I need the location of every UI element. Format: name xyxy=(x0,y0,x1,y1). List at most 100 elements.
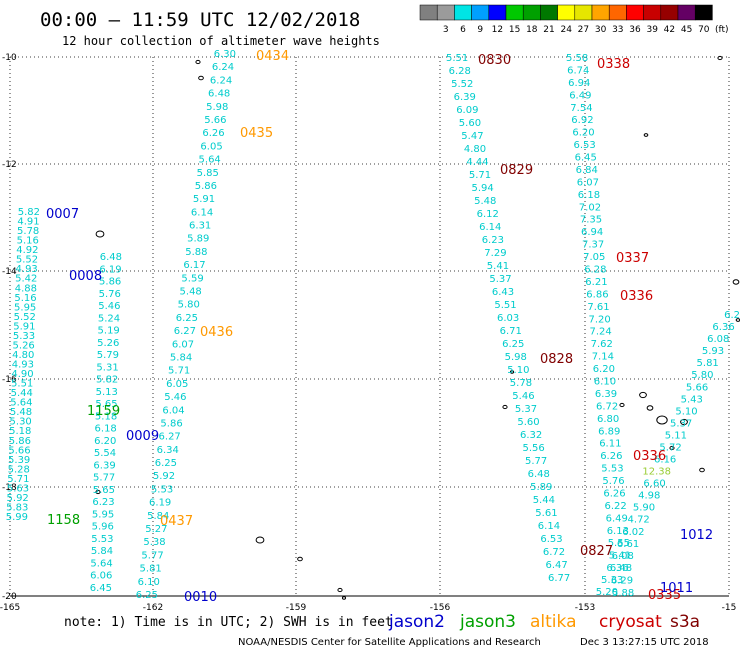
wave-height-value: 5.93 xyxy=(702,346,724,357)
pass-time-label: 1158 xyxy=(47,513,80,528)
wave-height-value: 6.13 xyxy=(607,526,629,537)
wave-height-value: 5.76 xyxy=(99,289,121,300)
wave-height-value: 5.33 xyxy=(13,331,35,342)
island-outline xyxy=(643,133,649,137)
wave-height-value: 5.39 xyxy=(8,455,30,466)
wave-height-value: 5.48 xyxy=(10,407,32,418)
legend-label: 18 xyxy=(526,25,538,35)
island-outline xyxy=(699,467,705,473)
island-outline xyxy=(509,370,515,374)
wave-height-value: 5.54 xyxy=(94,448,116,459)
legend-label: 15 xyxy=(509,25,520,35)
wave-height-value: 5.56 xyxy=(523,443,545,454)
wave-height-value: 6.53 xyxy=(574,140,596,151)
wave-height-legend: 3 6 9 12 15 18 21 24 27 30 33 36 39 42 45 70 (ft) xyxy=(419,4,729,35)
wave-height-value: 7.62 xyxy=(591,339,613,350)
wave-height-value: 5.44 xyxy=(533,495,555,506)
wave-height-value: 6.43 xyxy=(492,287,514,298)
wave-height-value: 6.29 xyxy=(611,576,633,587)
satellite-legend-altika: altika xyxy=(530,612,577,632)
wave-height-value: 5.38 xyxy=(143,537,165,548)
wave-height-value: 6.14 xyxy=(479,222,501,233)
wave-height-value: 6.94 xyxy=(568,78,590,89)
wave-height-value: 5.71 xyxy=(7,474,29,485)
wave-height-value: 5.86 xyxy=(195,181,217,192)
wave-height-value: 6.2 xyxy=(724,310,740,321)
legend-swatch xyxy=(522,4,541,21)
island-outline xyxy=(717,55,723,61)
pass-time-label: 0435 xyxy=(240,126,273,141)
wave-height-value: 5.96 xyxy=(92,522,114,533)
island-outline xyxy=(255,536,265,544)
wave-height-value: 5.71 xyxy=(168,366,190,377)
wave-height-value: 5.46 xyxy=(164,392,186,403)
wave-height-value: 6.27 xyxy=(159,432,181,443)
wave-height-value: 5.91 xyxy=(13,321,35,332)
wave-height-value: 6.61 xyxy=(617,539,639,550)
wave-height-value: 5.37 xyxy=(670,418,692,429)
satellite-legend-jason3: jason3 xyxy=(459,612,516,632)
legend-label: 21 xyxy=(543,25,554,35)
pass-time-label: 0437 xyxy=(160,514,193,529)
wave-height-value: 5.58 xyxy=(566,53,588,64)
wave-height-value: 5.76 xyxy=(602,476,624,487)
map-subtitle: 12 hour collection of altimeter wave hei… xyxy=(62,34,380,48)
wave-height-value: 6.80 xyxy=(597,414,619,425)
lat-label: -16 xyxy=(2,375,17,385)
wave-height-value: 6.27 xyxy=(174,326,196,337)
legend-label: 12 xyxy=(492,25,503,35)
pass-time-label: 0009 xyxy=(126,429,159,444)
wave-height-value: 5.90 xyxy=(633,503,655,514)
wave-height-value: 5.99 xyxy=(6,512,28,523)
wave-height-value: 6.25 xyxy=(136,590,158,601)
wave-height-value: 6.72 xyxy=(596,401,618,412)
wave-height-value: 4.92 xyxy=(16,245,38,256)
wave-height-value: 5.94 xyxy=(472,183,494,194)
wave-height-value: 5.92 xyxy=(7,493,29,504)
lat-label: -10 xyxy=(2,53,17,63)
wave-height-value: 4.80 xyxy=(12,350,34,361)
wave-height-value: 6.72 xyxy=(543,547,565,558)
wave-height-value: 5.52 xyxy=(16,255,38,266)
wave-height-value: 6.20 xyxy=(593,364,615,375)
wave-height-value: 6.71 xyxy=(500,326,522,337)
island-outline xyxy=(195,59,201,65)
legend-label: 27 xyxy=(578,25,589,35)
wave-height-value: 5.53 xyxy=(601,464,623,475)
wave-height-value: 5.80 xyxy=(691,370,713,381)
island-outline xyxy=(646,405,654,411)
wave-height-value: 5.82 xyxy=(96,375,118,386)
wave-height-value: 5.37 xyxy=(489,274,511,285)
wave-height-value: 5.63 xyxy=(7,483,29,494)
wave-height-value: 5.28 xyxy=(8,464,30,475)
pass-time-label: 0336 xyxy=(633,449,666,464)
pass-time-label: 1011 xyxy=(660,581,693,596)
wave-height-value: 5.92 xyxy=(153,471,175,482)
legend-swatch xyxy=(660,4,679,21)
legend-swatch xyxy=(505,4,524,21)
wave-height-value: 6.30 xyxy=(214,49,236,60)
wave-height-value: 5.77 xyxy=(141,550,163,561)
wave-height-value: 5.30 xyxy=(10,417,32,428)
lat-label: -14 xyxy=(2,267,17,277)
lat-lon-grid xyxy=(9,56,730,597)
legend-swatch xyxy=(540,4,558,21)
legend-label: 36 xyxy=(629,25,641,35)
wave-height-value: 6.48 xyxy=(208,89,230,100)
satellite-legend-cryosat: cryosat xyxy=(599,612,662,632)
legend-swatch xyxy=(626,4,644,21)
satellite-legend-s3a: s3a xyxy=(670,612,700,632)
footer-credit: NOAA/NESDIS Center for Satellite Applica… xyxy=(238,637,541,648)
wave-height-value: 5.98 xyxy=(505,352,527,363)
wave-height-value: 6.24 xyxy=(212,62,234,73)
wave-height-value: 5.46 xyxy=(98,301,120,312)
legend-swatch xyxy=(419,4,438,21)
wave-height-value: 5.85 xyxy=(197,168,219,179)
legend-label: 24 xyxy=(560,25,572,35)
wave-height-value: 6.14 xyxy=(191,207,213,218)
island-outline xyxy=(656,415,668,425)
wave-height-value: 7.54 xyxy=(570,103,592,114)
wave-height-value: 5.83 xyxy=(6,503,28,514)
wave-height-value: 6.03 xyxy=(497,313,519,324)
